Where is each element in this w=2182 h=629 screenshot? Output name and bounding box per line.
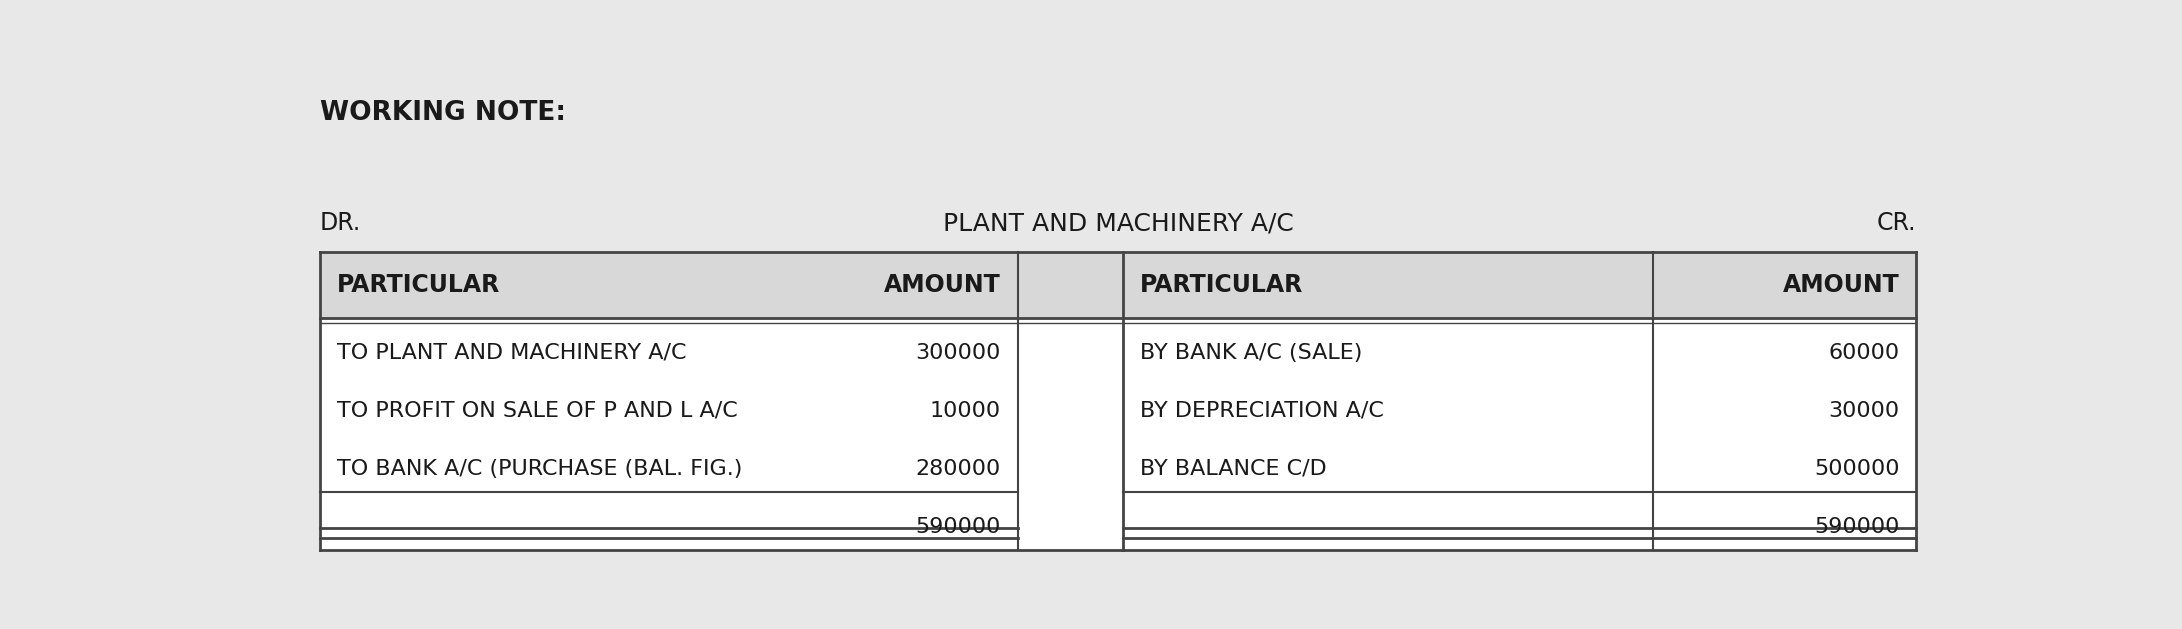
Text: 300000: 300000 <box>916 343 1002 362</box>
Text: PARTICULAR: PARTICULAR <box>336 273 500 297</box>
Bar <box>321 252 1916 318</box>
Text: 500000: 500000 <box>1813 459 1901 479</box>
Text: AMOUNT: AMOUNT <box>1783 273 1901 297</box>
Text: TO PROFIT ON SALE OF P AND L A/C: TO PROFIT ON SALE OF P AND L A/C <box>336 401 738 421</box>
Text: TO PLANT AND MACHINERY A/C: TO PLANT AND MACHINERY A/C <box>336 343 687 362</box>
Text: 30000: 30000 <box>1829 401 1901 421</box>
Text: 60000: 60000 <box>1829 343 1901 362</box>
Text: BY BANK A/C (SALE): BY BANK A/C (SALE) <box>1139 343 1362 362</box>
Text: 590000: 590000 <box>916 517 1002 537</box>
Text: PLANT AND MACHINERY A/C: PLANT AND MACHINERY A/C <box>943 211 1294 235</box>
Bar <box>321 252 1916 550</box>
Text: 590000: 590000 <box>1813 517 1901 537</box>
Text: PARTICULAR: PARTICULAR <box>1139 273 1303 297</box>
Text: CR.: CR. <box>1877 211 1916 235</box>
Text: WORKING NOTE:: WORKING NOTE: <box>321 99 565 126</box>
Text: BY BALANCE C/D: BY BALANCE C/D <box>1139 459 1327 479</box>
Text: TO BANK A/C (PURCHASE (BAL. FIG.): TO BANK A/C (PURCHASE (BAL. FIG.) <box>336 459 742 479</box>
Text: 280000: 280000 <box>916 459 1002 479</box>
Text: AMOUNT: AMOUNT <box>884 273 1002 297</box>
Text: 10000: 10000 <box>930 401 1002 421</box>
Text: BY DEPRECIATION A/C: BY DEPRECIATION A/C <box>1139 401 1383 421</box>
Text: DR.: DR. <box>321 211 362 235</box>
